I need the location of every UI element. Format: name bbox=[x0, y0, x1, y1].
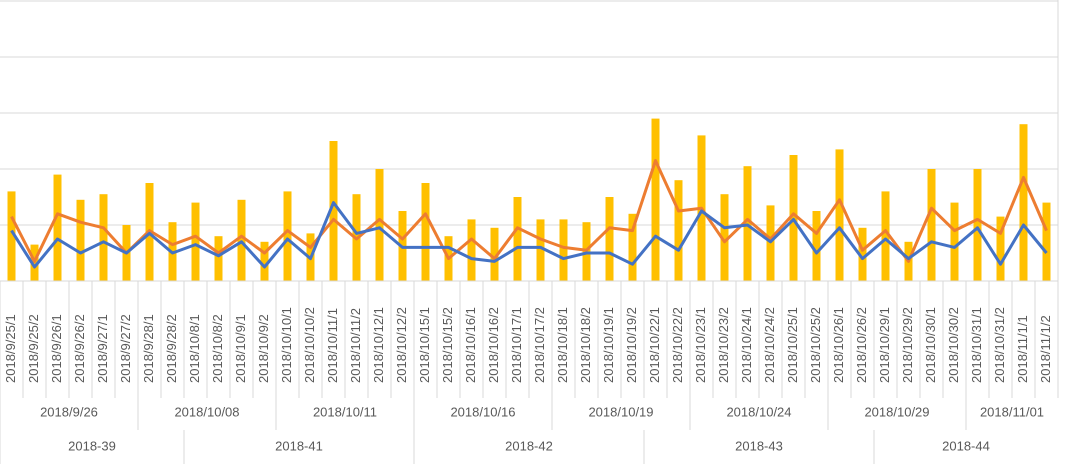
group-label: 2018-44 bbox=[942, 438, 990, 453]
x-tick-label: 2018/9/28/1 bbox=[141, 314, 156, 383]
x-tick-label: 2018/10/15/2 bbox=[440, 307, 455, 383]
bar bbox=[490, 227, 499, 281]
x-tick-label: 2018/11/1/1 bbox=[1015, 315, 1030, 383]
bar bbox=[720, 194, 729, 281]
x-tick-label: 2018/9/27/1 bbox=[95, 314, 110, 383]
x-tick-label: 2018/10/22/2 bbox=[670, 307, 685, 383]
x-tick-label: 2018/10/23/2 bbox=[716, 307, 731, 383]
bar bbox=[651, 118, 660, 281]
x-tick-label: 2018/10/8/1 bbox=[187, 314, 202, 383]
line bbox=[10, 201, 1048, 269]
bar bbox=[191, 202, 200, 281]
bar bbox=[260, 241, 269, 281]
x-tick-label: 2018/10/11/1 bbox=[325, 308, 340, 383]
group-label: 2018/11/01 bbox=[980, 404, 1044, 419]
x-tick-label: 2018/10/16/1 bbox=[463, 307, 478, 383]
x-tick-label: 2018/10/16/2 bbox=[486, 307, 501, 383]
x-tick-label: 2018/9/26/2 bbox=[72, 314, 87, 383]
x-tick-label: 2018/10/9/2 bbox=[256, 314, 271, 383]
x-tick-label: 2018/10/11/2 bbox=[348, 308, 363, 383]
bar bbox=[973, 169, 982, 281]
bar bbox=[674, 180, 683, 281]
bar bbox=[214, 236, 223, 281]
group-label: 2018-42 bbox=[505, 438, 553, 453]
bar bbox=[536, 219, 545, 281]
x-tick-label: 2018/9/25/2 bbox=[26, 314, 41, 383]
x-tick-label: 2018/10/9/1 bbox=[233, 314, 248, 383]
x-tick-label: 2018/10/24/1 bbox=[739, 307, 754, 383]
bar bbox=[605, 197, 614, 281]
group-label: 2018/10/29 bbox=[864, 404, 929, 419]
x-tick-label: 2018/10/18/2 bbox=[578, 307, 593, 383]
x-tick-label: 2018/10/10/1 bbox=[279, 307, 294, 383]
x-tick-label: 2018/10/25/1 bbox=[785, 307, 800, 383]
bar bbox=[1042, 202, 1051, 281]
bar bbox=[513, 197, 522, 281]
bar bbox=[559, 219, 568, 281]
x-tick-label: 2018/10/31/1 bbox=[969, 307, 984, 383]
x-tick-label: 2018/10/23/1 bbox=[693, 307, 708, 383]
x-tick-label: 2018/10/30/1 bbox=[923, 307, 938, 383]
bar bbox=[628, 213, 637, 281]
x-tick-label: 2018/9/25/1 bbox=[3, 314, 18, 383]
x-tick-label: 2018/10/15/1 bbox=[417, 307, 432, 383]
x-tick-label: 2018/10/22/1 bbox=[647, 307, 662, 383]
group-label: 2018/10/16 bbox=[450, 404, 515, 419]
x-tick-label: 2018/10/19/1 bbox=[601, 307, 616, 383]
bar bbox=[950, 202, 959, 281]
x-tick-label: 2018/10/29/2 bbox=[900, 307, 915, 383]
bar bbox=[858, 227, 867, 281]
group-label: 2018/10/11 bbox=[313, 404, 377, 419]
bar bbox=[7, 191, 16, 281]
x-tick-label: 2018/9/26/1 bbox=[49, 314, 64, 383]
x-tick-label: 2018/10/30/2 bbox=[946, 307, 961, 383]
x-tick-label: 2018/10/26/1 bbox=[831, 307, 846, 383]
group-label: 2018/10/24 bbox=[726, 404, 791, 419]
x-tick-label: 2018/10/25/2 bbox=[808, 307, 823, 383]
x-tick-label: 2018/10/17/1 bbox=[509, 307, 524, 383]
bar bbox=[375, 169, 384, 281]
line bbox=[10, 159, 1048, 263]
group-label: 2018/10/19 bbox=[588, 404, 653, 419]
x-tick-label: 2018/10/12/1 bbox=[371, 307, 386, 383]
group-label: 2018/10/08 bbox=[174, 404, 239, 419]
bar bbox=[881, 191, 890, 281]
x-tick-label: 2018/10/29/1 bbox=[877, 307, 892, 383]
bar bbox=[835, 149, 844, 281]
bar bbox=[812, 211, 821, 281]
x-tick-label: 2018/11/1/2 bbox=[1038, 315, 1053, 383]
x-tick-label: 2018/10/17/2 bbox=[532, 307, 547, 383]
bar bbox=[283, 191, 292, 281]
x-tick-label: 2018/10/24/2 bbox=[762, 307, 777, 383]
group-label: 2018/9/26 bbox=[40, 404, 98, 419]
bar bbox=[53, 174, 62, 281]
x-tick-label: 2018/9/28/2 bbox=[164, 314, 179, 383]
bar bbox=[76, 199, 85, 281]
x-tick-label: 2018/9/27/2 bbox=[118, 314, 133, 383]
group-label: 2018-43 bbox=[735, 438, 783, 453]
x-tick-label: 2018/10/26/2 bbox=[854, 307, 869, 383]
x-tick-label: 2018/10/31/2 bbox=[992, 307, 1007, 383]
bar bbox=[927, 169, 936, 281]
bar bbox=[467, 219, 476, 281]
bar bbox=[1019, 124, 1028, 281]
bar bbox=[421, 183, 430, 281]
group-label: 2018-41 bbox=[275, 438, 323, 453]
group-label: 2018-39 bbox=[68, 438, 116, 453]
x-tick-label: 2018/10/19/2 bbox=[624, 307, 639, 383]
bar bbox=[329, 141, 338, 281]
bar bbox=[99, 194, 108, 281]
x-tick-label: 2018/10/12/2 bbox=[394, 307, 409, 383]
bar bbox=[996, 216, 1005, 281]
x-tick-label: 2018/10/18/1 bbox=[555, 307, 570, 383]
x-tick-label: 2018/10/8/2 bbox=[210, 314, 225, 383]
x-tick-label: 2018/10/10/2 bbox=[302, 307, 317, 383]
